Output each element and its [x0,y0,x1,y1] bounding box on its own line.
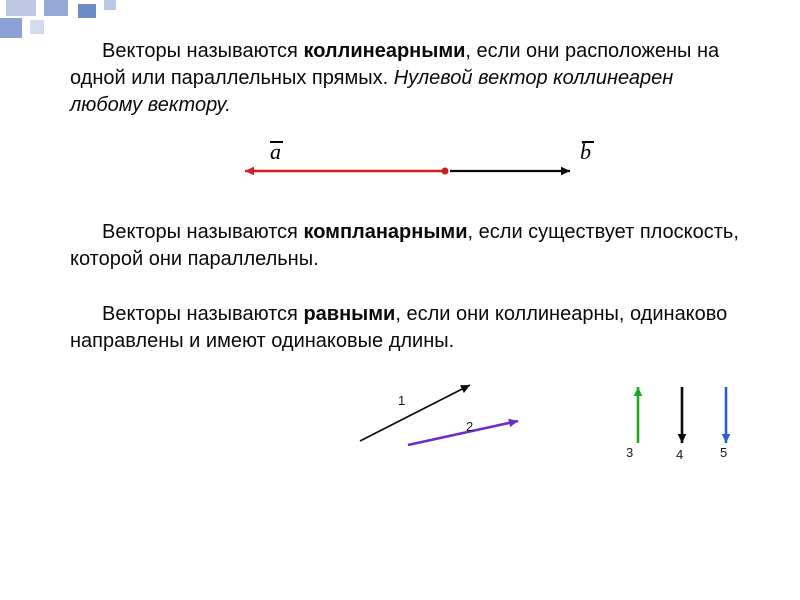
term-coplanar: компланарными [303,221,467,243]
text: Векторы называются [102,221,303,243]
numbered-vectors-diagram: 12345 [70,367,750,457]
vector-number-label: 1 [398,393,405,408]
vector-label-b: b [580,139,591,165]
vector-number-label: 3 [626,445,633,460]
text: Векторы называются [102,303,303,325]
paragraph-collinear: Векторы называются коллинеарными, если о… [70,38,750,119]
vector-number-label: 2 [466,419,473,434]
vector-label-a: a [270,139,281,165]
vectors-a-b-diagram: a b [70,137,750,197]
vector-number-label: 5 [720,445,727,460]
paragraph-equal: Векторы называются равными, если они кол… [70,301,750,355]
corner-decoration [0,0,200,40]
term-collinear: коллинеарными [303,40,465,62]
vector-number-label: 4 [676,447,683,462]
term-equal: равными [303,303,395,325]
slide-content: Векторы называются коллинеарными, если о… [0,0,800,477]
paragraph-coplanar: Векторы называются компланарными, если с… [70,219,750,273]
